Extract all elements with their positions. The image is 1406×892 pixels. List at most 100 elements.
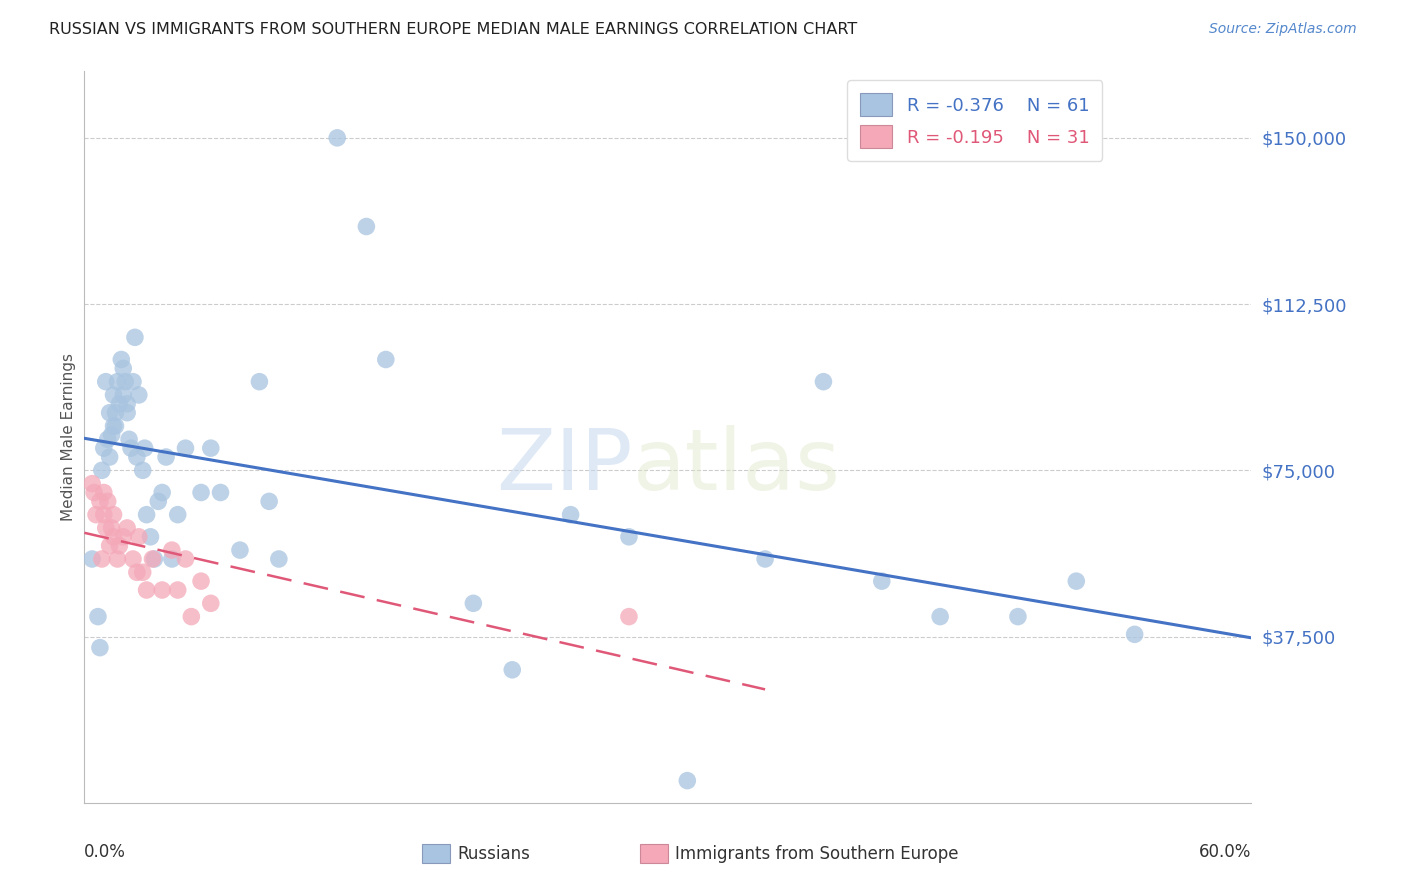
Point [115,397,138,411]
Point [150,485,173,500]
Point [128,388,150,402]
Point [115,406,138,420]
Point [326,131,349,145]
Point [122,552,145,566]
Point [267,552,290,566]
Point [122,375,145,389]
Point [190,574,212,589]
Point [93,441,115,455]
Point [229,543,252,558]
Point [374,352,396,367]
Point [82,476,104,491]
Point [103,530,125,544]
Point [190,485,212,500]
Point [110,352,132,367]
Point [93,485,115,500]
Point [132,463,155,477]
Point [139,530,162,544]
Point [209,485,232,500]
Point [90,463,112,477]
Text: atlas: atlas [633,425,841,508]
Point [356,219,378,234]
Point [125,566,148,580]
Point [249,375,271,389]
Point [160,543,183,558]
Point [124,330,146,344]
Point [89,494,111,508]
Point [754,552,776,566]
Point [103,419,125,434]
Point [112,361,135,376]
Point [180,609,202,624]
Point [100,428,122,442]
Point [463,596,485,610]
Text: RUSSIAN VS IMMIGRANTS FROM SOUTHERN EUROPE MEDIAN MALE EARNINGS CORRELATION CHAR: RUSSIAN VS IMMIGRANTS FROM SOUTHERN EURO… [49,22,858,37]
Point [112,530,135,544]
Point [89,640,111,655]
Point [125,450,148,464]
Point [174,552,197,566]
Point [87,609,110,624]
Point [98,406,121,420]
Point [98,539,121,553]
Point [108,539,131,553]
Legend: R = -0.376    N = 61, R = -0.195    N = 31: R = -0.376 N = 61, R = -0.195 N = 31 [848,80,1102,161]
Point [166,508,188,522]
Point [1123,627,1146,641]
Point [148,494,170,508]
Point [1007,609,1029,624]
Point [98,450,121,464]
Point [107,375,129,389]
Point [94,521,117,535]
Point [93,508,115,522]
Point [104,406,127,420]
Point [100,521,122,535]
Point [560,508,582,522]
Point [200,596,222,610]
Point [174,441,197,455]
Point [160,552,183,566]
Point [97,432,120,446]
Text: Immigrants from Southern Europe: Immigrants from Southern Europe [675,845,959,863]
Point [120,441,142,455]
Point [107,552,129,566]
Point [870,574,893,589]
Point [134,441,156,455]
Point [83,485,105,500]
Point [108,397,131,411]
Text: 60.0%: 60.0% [1199,843,1251,861]
Point [141,552,163,566]
Text: 0.0%: 0.0% [84,843,127,861]
Y-axis label: Median Male Earnings: Median Male Earnings [60,353,76,521]
Point [132,566,155,580]
Point [97,494,120,508]
Point [103,508,125,522]
Text: ZIP: ZIP [496,425,633,508]
Point [1066,574,1088,589]
Point [501,663,523,677]
Point [166,582,188,597]
Point [155,450,177,464]
Point [104,419,127,434]
Point [90,552,112,566]
Point [150,582,173,597]
Point [929,609,952,624]
Point [200,441,222,455]
Point [84,508,107,522]
Point [135,582,157,597]
Point [257,494,280,508]
Point [82,552,104,566]
Point [112,388,135,402]
Point [128,530,150,544]
Point [115,521,138,535]
Point [114,375,136,389]
Point [617,530,640,544]
Point [676,773,699,788]
Text: Source: ZipAtlas.com: Source: ZipAtlas.com [1209,22,1357,37]
Point [813,375,835,389]
Point [103,388,125,402]
Point [135,508,157,522]
Point [143,552,166,566]
Point [118,432,141,446]
Text: Russians: Russians [457,845,530,863]
